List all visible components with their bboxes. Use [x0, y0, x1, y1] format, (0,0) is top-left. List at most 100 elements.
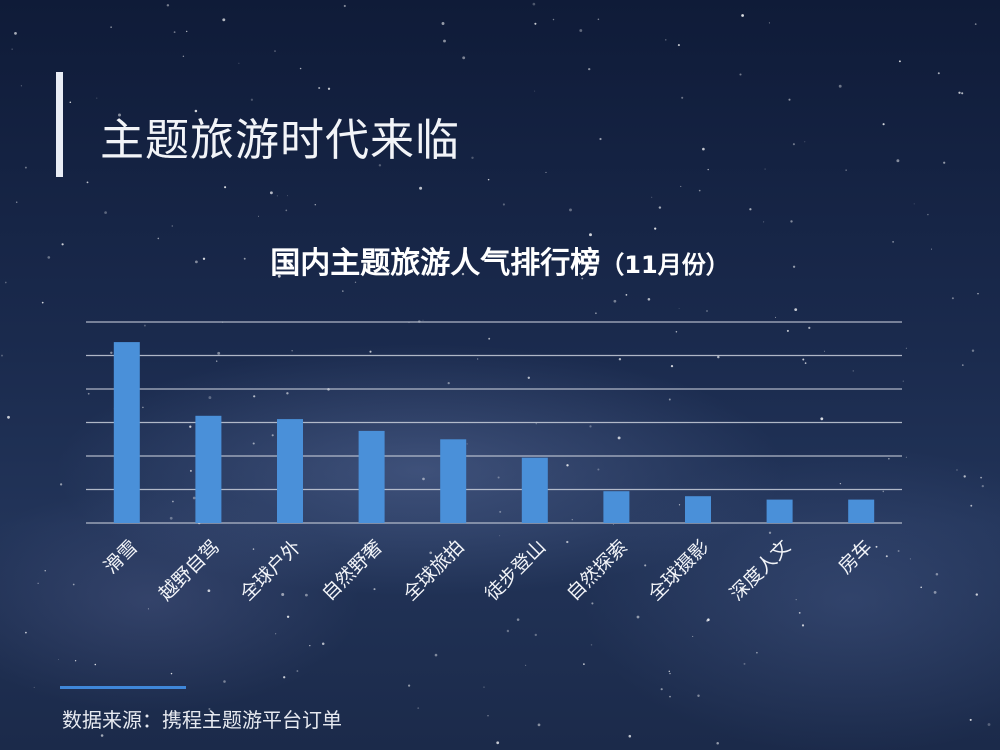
star: [678, 504, 681, 506]
star: [951, 297, 954, 300]
star: [532, 2, 536, 6]
star: [169, 516, 173, 520]
star: [291, 350, 293, 352]
star: [628, 734, 632, 738]
star: [277, 274, 281, 278]
star: [4, 281, 7, 284]
star: [96, 97, 98, 99]
star: [487, 178, 490, 181]
category-label-6: 徒步登山: [481, 536, 550, 605]
star: [477, 358, 479, 360]
star: [534, 22, 537, 25]
star: [100, 734, 104, 737]
star: [702, 147, 705, 151]
star: [74, 660, 77, 662]
star: [14, 32, 17, 35]
star: [422, 477, 425, 481]
star: [975, 593, 978, 596]
star: [466, 443, 468, 445]
star: [933, 590, 937, 594]
star: [87, 392, 90, 395]
star: [599, 137, 602, 141]
star: [905, 347, 907, 349]
star: [157, 237, 160, 240]
star: [668, 670, 671, 673]
star: [896, 159, 900, 163]
star: [885, 555, 888, 558]
star: [788, 98, 791, 101]
star: [845, 169, 847, 171]
star: [506, 629, 510, 633]
star: [756, 651, 758, 654]
star: [408, 684, 411, 687]
star: [378, 164, 382, 167]
star: [571, 519, 573, 521]
star: [909, 558, 911, 560]
star: [625, 294, 628, 296]
star: [243, 257, 246, 260]
star: [589, 233, 592, 237]
star: [447, 381, 450, 385]
star: [697, 694, 700, 697]
star: [566, 464, 569, 467]
star: [299, 67, 302, 70]
star: [545, 171, 547, 173]
star: [217, 351, 221, 355]
star: [252, 548, 255, 550]
star: [534, 90, 536, 92]
star: [110, 26, 112, 28]
star: [223, 680, 226, 683]
star: [286, 615, 290, 618]
star: [253, 395, 256, 398]
star: [987, 723, 991, 726]
category-label-8: 全球摄影: [644, 536, 713, 605]
star: [321, 642, 325, 645]
star: [980, 476, 983, 479]
star: [283, 676, 286, 679]
star: [182, 55, 185, 57]
star: [189, 425, 192, 428]
star: [41, 301, 44, 304]
star: [768, 531, 772, 534]
star: [898, 60, 901, 63]
star: [354, 281, 357, 283]
star: [170, 672, 173, 675]
bar-2: [195, 415, 222, 523]
star: [764, 168, 766, 170]
star: [961, 92, 964, 95]
star: [647, 298, 651, 301]
star: [838, 84, 842, 88]
star: [449, 558, 452, 561]
star: [69, 101, 72, 103]
star: [668, 398, 671, 401]
star: [222, 18, 226, 22]
star: [86, 181, 89, 184]
star: [286, 392, 289, 395]
star: [118, 113, 121, 117]
star: [763, 221, 765, 223]
star: [839, 482, 842, 485]
star: [487, 715, 489, 717]
star: [741, 585, 744, 589]
star: [820, 417, 824, 421]
star: [369, 350, 372, 353]
star: [192, 496, 196, 500]
star: [286, 195, 288, 197]
star: [905, 456, 907, 458]
star: [271, 434, 274, 437]
star: [589, 425, 592, 428]
star: [612, 524, 614, 525]
bar-7: [603, 491, 630, 523]
star: [253, 584, 257, 587]
star: [1, 354, 3, 357]
star: [576, 258, 578, 261]
page-title: 主题旅游时代来临: [100, 115, 460, 166]
star: [698, 189, 701, 192]
star: [581, 277, 584, 280]
star: [613, 299, 617, 303]
star: [875, 545, 878, 548]
star: [207, 589, 211, 593]
data-source-text: 数据来源：携程主题游平台订单: [62, 708, 342, 732]
